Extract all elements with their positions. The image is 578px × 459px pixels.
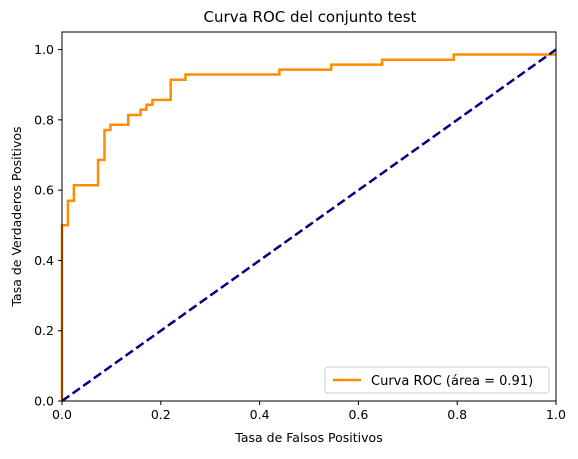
y-tick-label: 0.0 [34, 394, 54, 409]
plot-frame [61, 31, 557, 402]
x-tick-label: 1.0 [546, 407, 566, 422]
roc-curve-line [60, 53, 556, 401]
y-tick-label: 0.2 [34, 323, 54, 338]
legend-box [324, 366, 550, 394]
chart-title: Curva ROC del conjunto test [204, 8, 417, 26]
x-tick-label: 0.8 [447, 407, 467, 422]
y-axis-label: Tasa de Verdaderos Positivos [9, 126, 24, 307]
legend: Curva ROC (área = 0.91) [324, 366, 550, 394]
y-tick-label: 1.0 [34, 42, 54, 57]
plot-area [62, 32, 556, 401]
legend-label: Curva ROC (área = 0.91) [371, 374, 533, 389]
series-layer [60, 48, 557, 403]
x-tick-label: 0.0 [52, 407, 72, 422]
y-tick-label: 0.6 [34, 183, 54, 198]
chance-diagonal-line [61, 48, 557, 403]
x-axis-label: Tasa de Falsos Positivos [234, 430, 382, 445]
x-tick-label: 0.4 [250, 407, 270, 422]
x-axis-ticks: 0.0 0.2 0.4 0.6 0.8 1.0 [52, 401, 566, 422]
y-tick-label: 0.4 [34, 253, 54, 268]
x-tick-label: 0.2 [151, 407, 171, 422]
y-tick-label: 0.8 [34, 112, 54, 127]
x-tick-label: 0.6 [348, 407, 368, 422]
y-axis-ticks: 0.0 0.2 0.4 0.6 0.8 1.0 [34, 42, 62, 409]
